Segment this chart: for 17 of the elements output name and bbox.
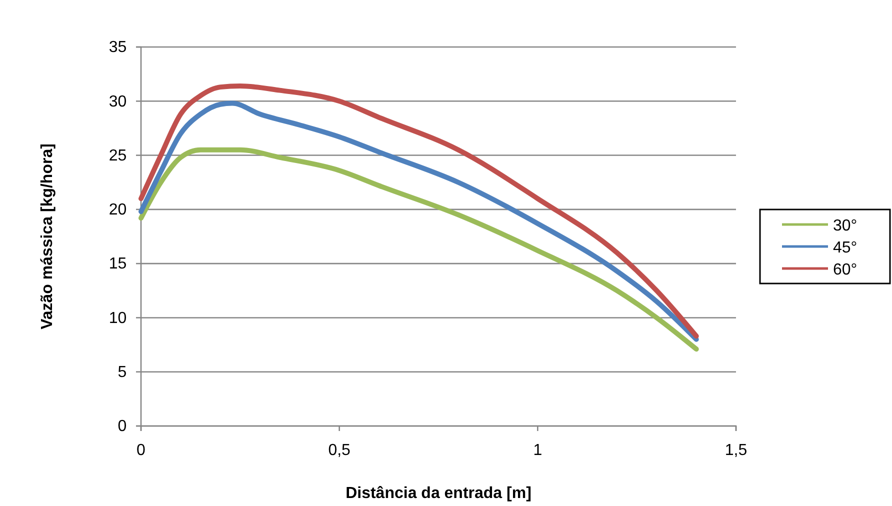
- legend-label: 45°: [833, 240, 858, 256]
- x-tick-label: 1,5: [724, 442, 748, 459]
- legend-label: 30°: [833, 218, 858, 234]
- y-tick-label: 10: [108, 310, 127, 327]
- y-tick-label: 15: [108, 256, 127, 273]
- y-tick-label: 30: [108, 93, 127, 110]
- y-tick-label: 35: [108, 39, 127, 56]
- x-axis-title: Distância da entrada [m]: [346, 485, 532, 502]
- x-tick-label: 1: [533, 442, 542, 459]
- y-axis-title: Vazão mássica [kg/hora]: [39, 144, 56, 330]
- x-tick-label: 0: [136, 442, 146, 459]
- legend-label: 60°: [833, 262, 858, 278]
- y-tick-label: 5: [118, 364, 127, 381]
- y-tick-label: 0: [118, 418, 127, 436]
- y-tick-label: 20: [108, 202, 127, 219]
- x-tick-label: 0,5: [328, 442, 351, 459]
- y-tick-label: 25: [108, 147, 127, 164]
